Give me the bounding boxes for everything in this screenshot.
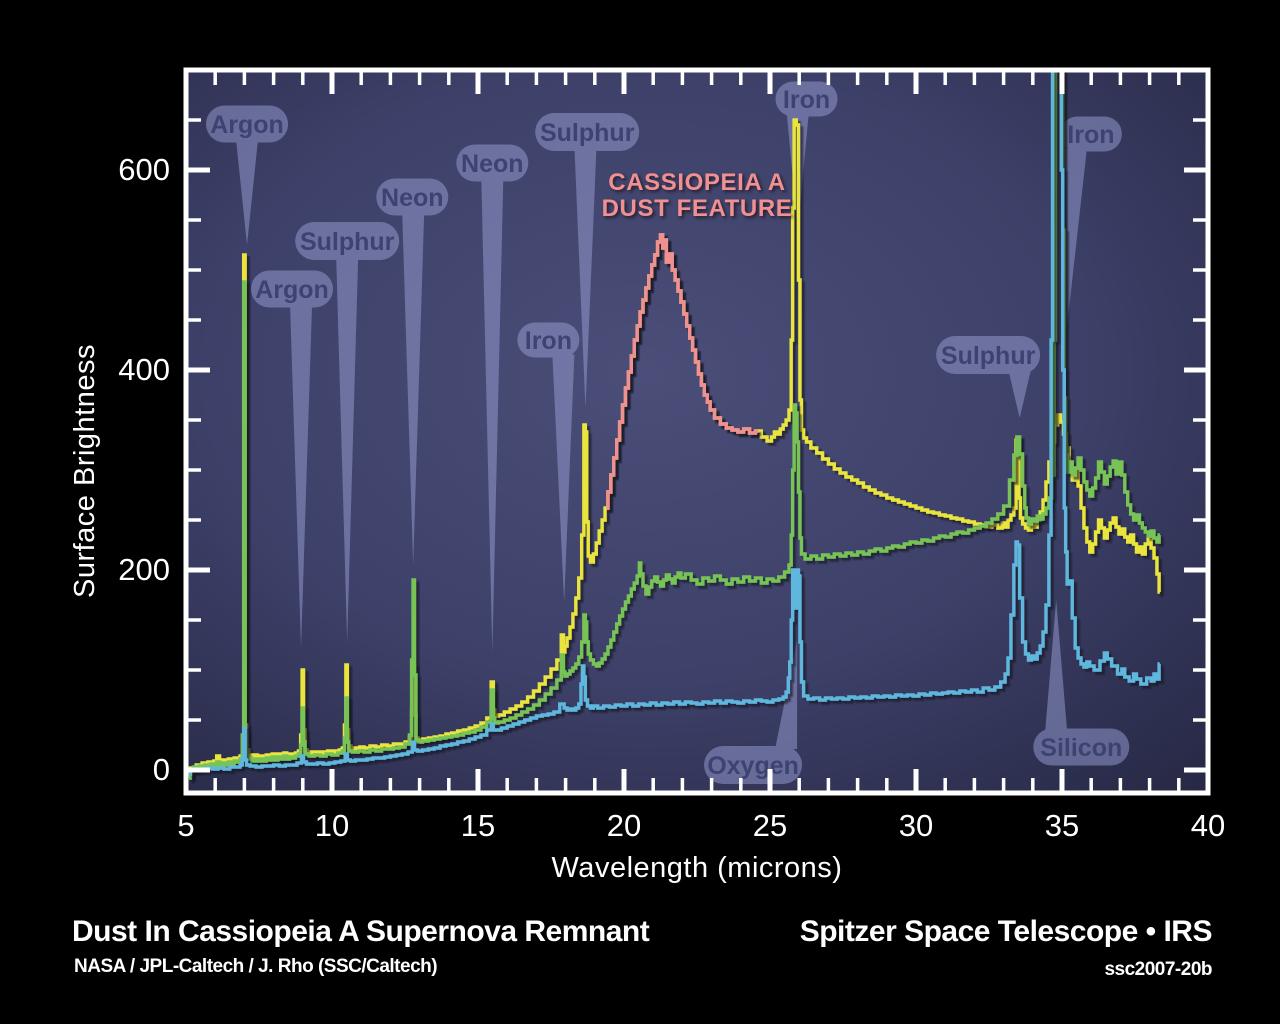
plot-frame — [183, 67, 1211, 796]
balloon-tail — [1045, 600, 1068, 732]
x-tick-label: 15 — [460, 808, 496, 843]
x-tick-label: 25 — [752, 808, 788, 843]
balloon-body — [1059, 116, 1122, 152]
balloon-label-neon: Neon — [381, 184, 444, 212]
y-tick-label: 400 — [118, 352, 170, 387]
instrument-title: Spitzer Space Telescope • IRS — [799, 915, 1213, 948]
balloon-label-sulphur: Sulphur — [941, 342, 1036, 370]
balloon-label-neon: Neon — [461, 150, 524, 178]
balloon-label-iron: Iron — [1067, 121, 1114, 149]
balloon-label-sulphur: Sulphur — [300, 228, 395, 256]
series-cas-a-spectrum-blue — [188, 72, 1161, 776]
balloon-body — [517, 322, 580, 358]
balloon-tail — [1064, 148, 1087, 332]
plot-background — [186, 70, 1208, 793]
balloon-body — [535, 113, 640, 151]
figure-credit: NASA / JPL-Caltech / J. Rho (SSC/Caltech… — [74, 956, 438, 977]
y-tick-label: 0 — [152, 752, 170, 787]
balloon-label-sulphur: Sulphur — [540, 119, 635, 147]
balloon-label-argon: Argon — [210, 111, 284, 139]
release-id: ssc2007-20b — [1104, 959, 1212, 980]
balloon-tail — [336, 257, 359, 642]
x-tick-label: 35 — [1044, 808, 1080, 843]
balloon-label-iron: Iron — [525, 327, 572, 355]
balloon-label-argon: Argon — [255, 276, 329, 304]
balloon-label-oxygen: Oxygen — [707, 752, 799, 780]
x-tick-label: 5 — [177, 808, 195, 843]
balloon-label-silicon: Silicon — [1040, 734, 1122, 762]
x-axis-title: Wavelength (microns) — [551, 852, 843, 884]
annotation-balloon-neon — [376, 178, 449, 565]
dust-feature-label-line1: CASSIOPEIA A — [608, 169, 786, 196]
balloon-tail — [574, 148, 597, 408]
x-tick-label: 10 — [314, 808, 350, 843]
balloon-tail — [236, 139, 259, 245]
balloon-tail — [290, 304, 313, 648]
annotation-balloon-iron — [1059, 116, 1122, 332]
annotation-balloon-oxygen — [704, 640, 803, 784]
series-cas-a-spectrum-green — [188, 72, 1161, 780]
balloon-tail — [402, 212, 425, 565]
dust-feature-label-line2: DUST FEATURE — [601, 195, 793, 222]
annotation-balloon-argon — [250, 270, 333, 648]
balloon-body — [206, 105, 289, 143]
annotation-balloon-sulphur — [535, 113, 640, 408]
dust-feature-label: CASSIOPEIA A DUST FEATURE — [537, 170, 857, 222]
y-axis-title: Surface Brightness — [69, 344, 101, 599]
series-dust-feature-highlight-pink — [606, 233, 759, 510]
balloon-body — [704, 746, 803, 784]
annotation-balloon-neon — [456, 144, 529, 652]
figure-title: Dust In Cassiopeia A Supernova Remnant — [72, 915, 650, 948]
balloon-body — [376, 178, 449, 216]
balloon-tail — [1008, 371, 1031, 418]
x-tick-label: 30 — [898, 808, 934, 843]
annotation-balloon-sulphur — [936, 336, 1041, 418]
x-tick-label: 20 — [606, 808, 642, 843]
balloon-tail — [481, 178, 504, 652]
balloon-body — [775, 81, 838, 117]
balloon-body — [295, 222, 400, 260]
balloon-label-iron: Iron — [783, 86, 830, 114]
balloon-body — [456, 144, 529, 182]
annotation-balloon-argon — [206, 105, 289, 245]
balloon-body — [250, 270, 333, 308]
annotation-balloon-sulphur — [295, 222, 400, 642]
balloon-body — [936, 336, 1041, 374]
x-tick-label: 40 — [1190, 808, 1226, 843]
balloon-tail — [775, 640, 798, 749]
annotation-balloon-silicon — [1033, 600, 1130, 766]
balloon-tail — [552, 354, 575, 602]
y-tick-label: 200 — [118, 552, 170, 587]
balloon-body — [1033, 728, 1130, 766]
y-tick-label: 600 — [118, 152, 170, 187]
axis-ticks — [183, 72, 1211, 791]
annotation-balloon-iron — [517, 322, 580, 602]
